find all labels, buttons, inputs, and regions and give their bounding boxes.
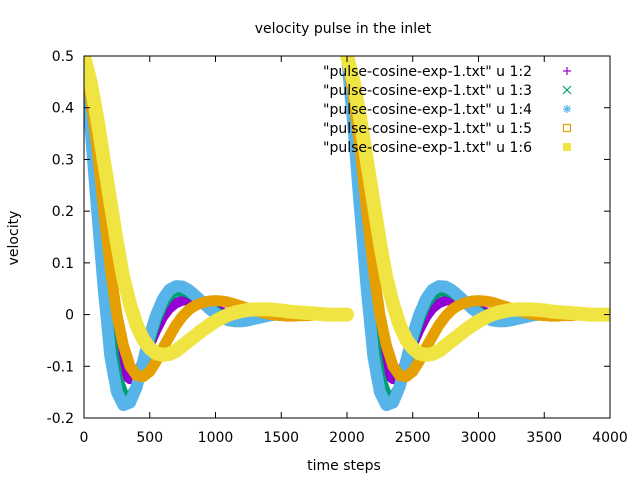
legend-label: "pulse-cosine-exp-1.txt" u 1:3 xyxy=(323,83,532,99)
series-5 xyxy=(84,56,610,362)
y-tick-label: 0.4 xyxy=(52,101,74,117)
series-line xyxy=(340,56,610,362)
y-tick-label: 0.3 xyxy=(52,152,74,168)
x-tick-label: 500 xyxy=(136,430,163,446)
x-tick-label: 3500 xyxy=(526,430,562,446)
x-axis-label: time steps xyxy=(307,458,381,474)
y-axis-label: velocity xyxy=(6,211,22,266)
y-tick-label: 0.1 xyxy=(52,256,74,272)
chart-title: velocity pulse in the inlet xyxy=(255,21,432,37)
legend-marker-square xyxy=(562,123,572,133)
y-tick-label: 0 xyxy=(65,308,74,324)
y-tick-label: 0.2 xyxy=(52,204,74,220)
legend-marker-plus xyxy=(563,67,571,75)
legend-label: "pulse-cosine-exp-1.txt" u 1:4 xyxy=(323,102,532,118)
legend-label: "pulse-cosine-exp-1.txt" u 1:6 xyxy=(323,140,532,156)
legend-marker-filled-square xyxy=(563,143,571,151)
y-tick-label: -0.2 xyxy=(47,411,74,427)
legend-marker-star xyxy=(563,105,571,113)
y-tick-label: -0.1 xyxy=(47,359,74,375)
series-layer xyxy=(84,56,610,412)
legend-marker-cross xyxy=(562,85,572,95)
x-tick-label: 2000 xyxy=(329,430,365,446)
y-tick-label: 0.5 xyxy=(52,49,74,65)
x-tick-label: 3000 xyxy=(461,430,497,446)
legend-label: "pulse-cosine-exp-1.txt" u 1:2 xyxy=(323,64,532,80)
x-tick-label: 1500 xyxy=(263,430,299,446)
x-tick-label: 0 xyxy=(80,430,89,446)
x-tick-label: 4000 xyxy=(592,430,628,446)
x-tick-label: 2500 xyxy=(395,430,431,446)
legend: "pulse-cosine-exp-1.txt" u 1:2 "pulse-cos… xyxy=(323,64,572,156)
x-tick-label: 1000 xyxy=(198,430,234,446)
legend-label: "pulse-cosine-exp-1.txt" u 1:5 xyxy=(323,121,532,137)
series-line xyxy=(84,56,354,362)
ticks-layer: 0 500 1000 1500 2000 2500 3000 3500 4000 -0.2 -0.1… xyxy=(47,49,628,446)
